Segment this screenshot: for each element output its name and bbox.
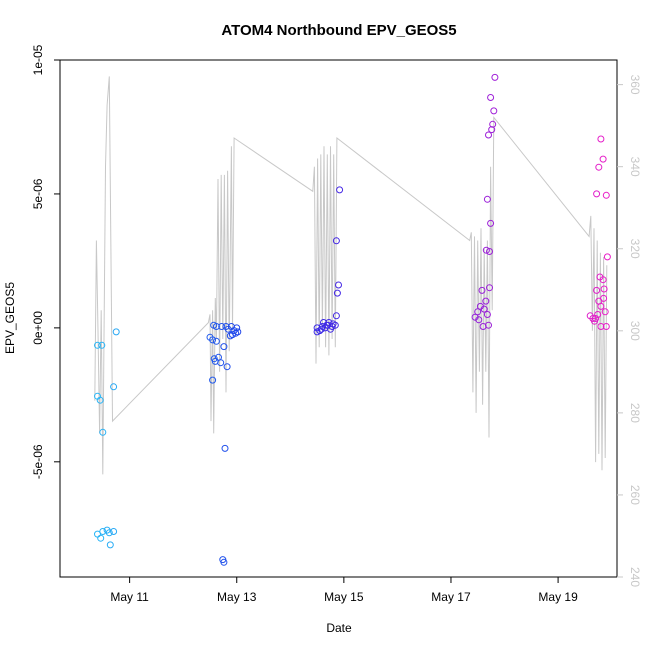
data-point xyxy=(593,190,601,198)
data-point xyxy=(335,281,342,289)
y-axis-label: EPV_GEOS5 xyxy=(3,282,17,354)
data-point xyxy=(486,284,493,292)
right-y-tick-label: 300 xyxy=(628,321,642,341)
data-point xyxy=(488,126,496,134)
x-tick-label: May 17 xyxy=(431,590,471,604)
data-point xyxy=(220,343,228,351)
data-point xyxy=(599,276,607,284)
data-point xyxy=(212,337,220,345)
data-point xyxy=(98,341,106,349)
data-point xyxy=(328,323,336,330)
data-point xyxy=(597,323,605,330)
data-point xyxy=(600,285,608,293)
data-point xyxy=(209,376,217,384)
data-point xyxy=(599,155,607,163)
data-point xyxy=(486,248,493,255)
data-point xyxy=(597,135,605,143)
data-point xyxy=(232,329,240,337)
data-point xyxy=(332,312,340,320)
data-point xyxy=(112,328,120,336)
right-y-tick-label: 240 xyxy=(628,567,642,587)
data-point xyxy=(211,357,219,365)
data-point xyxy=(221,444,229,452)
data-point xyxy=(482,297,490,305)
data-point xyxy=(480,305,488,313)
x-tick-label: May 19 xyxy=(538,590,578,604)
data-point xyxy=(597,302,605,310)
data-point xyxy=(106,541,114,549)
data-point xyxy=(105,529,113,537)
right-y-axis: 240 260 280 300 320 340 360 xyxy=(617,75,642,587)
data-point xyxy=(595,163,603,171)
data-point xyxy=(602,191,610,199)
data-point xyxy=(333,289,341,297)
data-point xyxy=(209,336,217,344)
point-series-layer xyxy=(94,73,611,566)
data-point xyxy=(474,308,482,316)
data-point xyxy=(110,383,118,391)
data-point xyxy=(229,331,236,339)
data-point xyxy=(222,323,230,330)
right-y-tick-label: 360 xyxy=(628,75,642,95)
right-y-tick-label: 320 xyxy=(628,239,642,259)
y-tick-label: 0e+00 xyxy=(31,311,45,345)
x-tick-label: May 15 xyxy=(324,590,364,604)
y-tick-label: 1e-05 xyxy=(31,44,45,75)
x-axis-label: Date xyxy=(326,621,352,635)
x-tick-label: May 13 xyxy=(217,590,257,604)
data-point xyxy=(592,315,600,322)
data-point xyxy=(99,428,107,436)
data-point xyxy=(332,237,340,245)
data-point xyxy=(594,311,602,318)
data-point xyxy=(593,286,601,294)
data-point xyxy=(317,325,325,333)
data-point xyxy=(483,195,491,203)
x-axis: May 11 May 13 May 15 May 17 May 19 xyxy=(110,576,578,604)
data-point xyxy=(94,341,101,349)
data-point xyxy=(483,311,491,318)
right-y-tick-label: 280 xyxy=(628,403,642,423)
data-point xyxy=(482,246,490,254)
data-point xyxy=(491,73,499,81)
data-point xyxy=(601,308,609,316)
data-point xyxy=(489,120,497,128)
data-point xyxy=(223,363,231,371)
data-point xyxy=(97,534,105,542)
data-point xyxy=(96,396,104,404)
data-point xyxy=(336,186,344,194)
data-point xyxy=(475,316,483,324)
y-axis: -5e-06 0e+00 5e-06 1e-05 xyxy=(31,44,60,479)
series-line xyxy=(94,76,608,475)
y-tick-label: -5e-06 xyxy=(31,444,45,479)
data-point xyxy=(210,321,218,329)
data-point xyxy=(487,94,495,101)
data-point xyxy=(110,528,118,535)
data-point xyxy=(600,294,608,302)
data-point xyxy=(485,131,492,139)
data-point xyxy=(218,323,226,330)
data-point xyxy=(602,323,610,330)
data-point xyxy=(220,558,228,566)
data-point xyxy=(487,219,495,227)
right-y-tick-label: 340 xyxy=(628,157,642,177)
data-point xyxy=(478,286,486,294)
y-tick-label: 5e-06 xyxy=(31,178,45,209)
line-series-layer xyxy=(94,76,608,475)
chart-title: ATOM4 Northbound EPV_GEOS5 xyxy=(221,22,456,39)
x-tick-label: May 11 xyxy=(110,590,149,604)
data-point xyxy=(331,321,339,329)
data-point xyxy=(490,107,498,115)
right-y-tick-label: 260 xyxy=(628,485,642,505)
data-point xyxy=(603,253,611,261)
data-point xyxy=(99,528,107,535)
data-point xyxy=(485,321,492,329)
